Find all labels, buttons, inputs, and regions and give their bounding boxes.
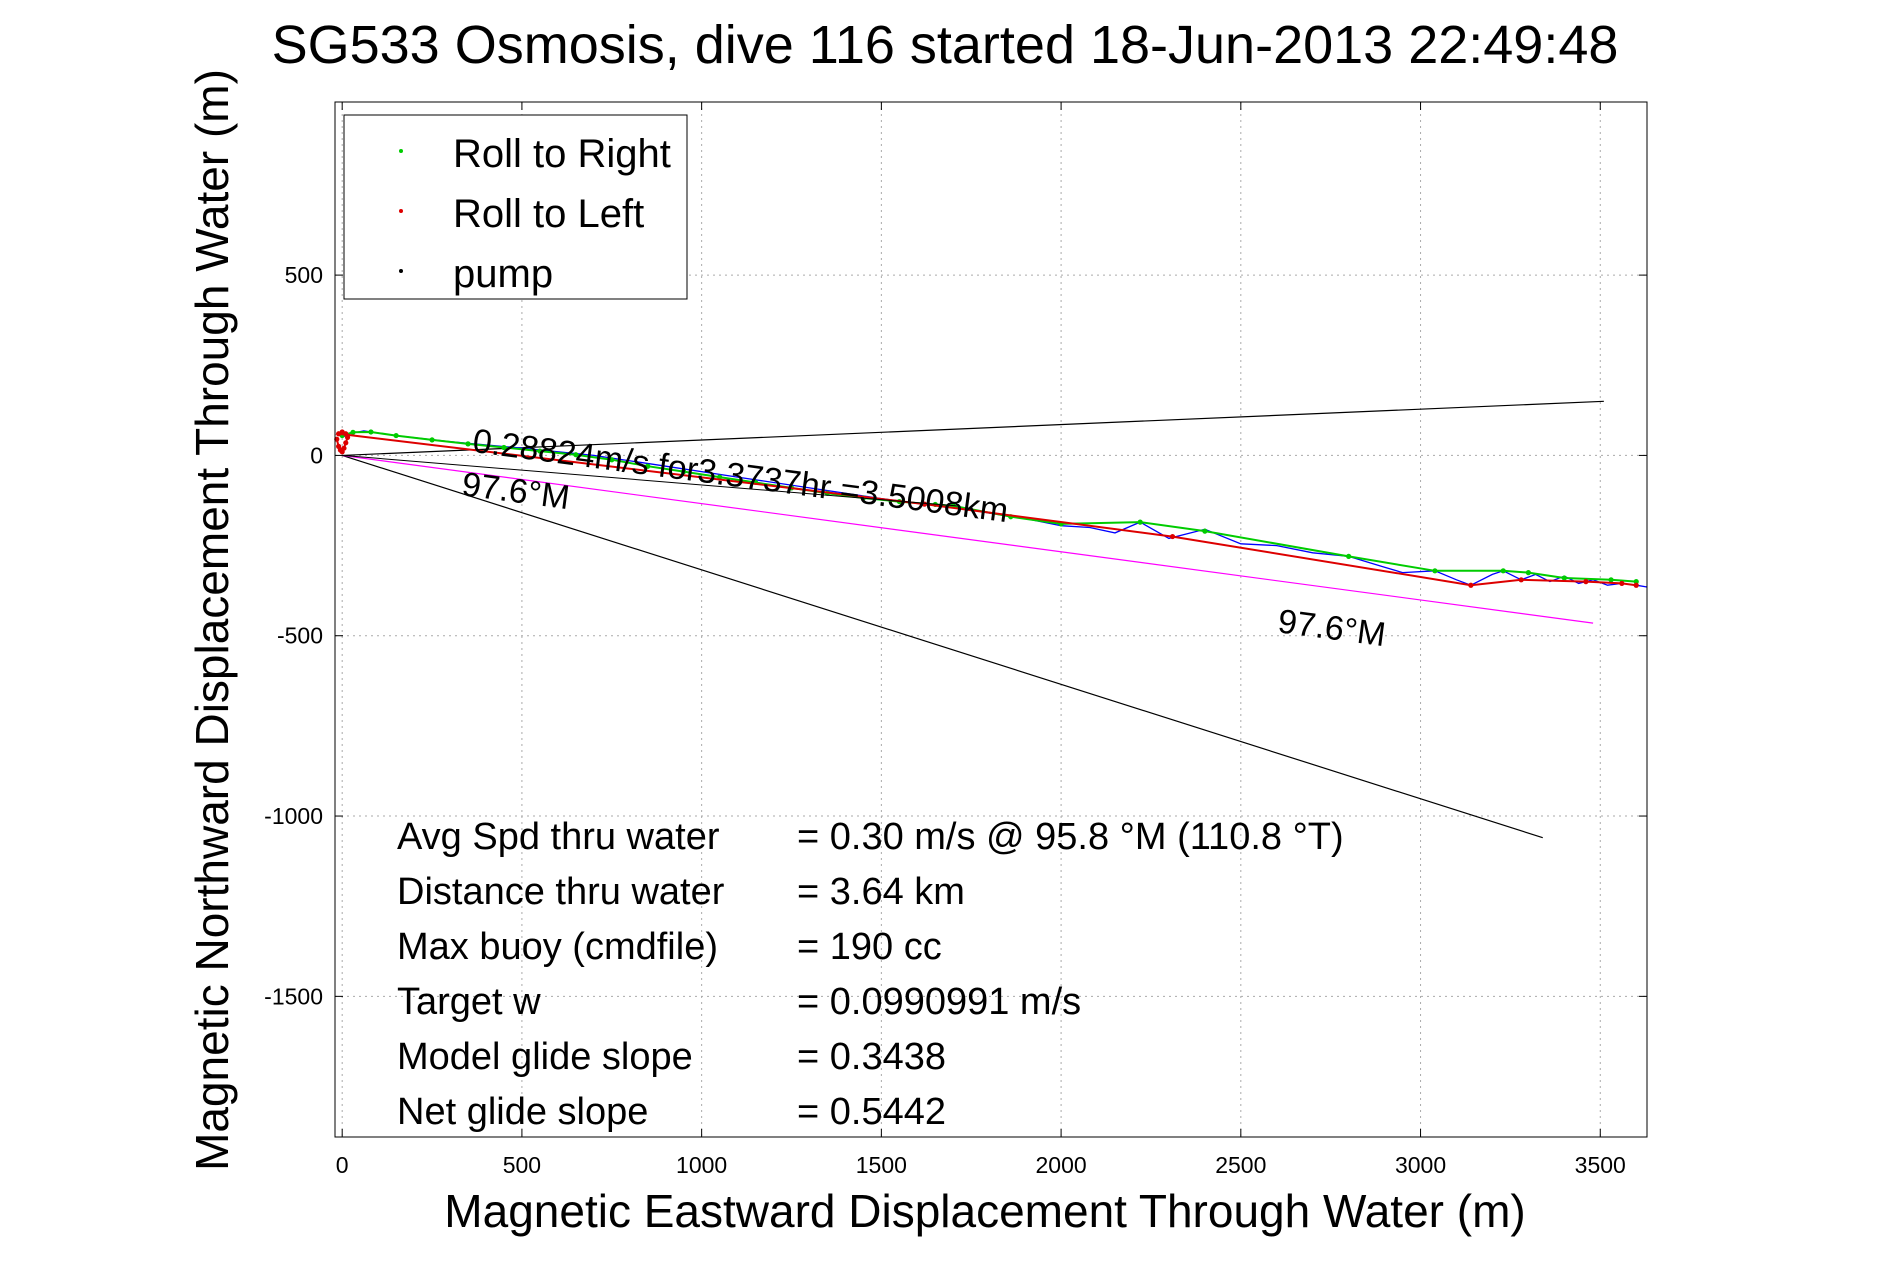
series-roll-to-right-point	[429, 437, 435, 443]
y-axis-label: Magnetic Northward Displacement Through …	[186, 69, 238, 1171]
series-roll-to-right-point	[1432, 568, 1438, 574]
x-tick-label: 3500	[1575, 1152, 1626, 1178]
series-roll-to-right-point	[1608, 577, 1614, 583]
series-roll-to-left-point	[341, 445, 347, 451]
series-roll-to-right-point	[1500, 568, 1506, 574]
series-roll-to-right-point	[465, 441, 471, 447]
series-roll-to-right-point	[501, 444, 507, 451]
stat-label: Net glide slope	[397, 1091, 648, 1133]
series-roll-to-right-point	[393, 432, 399, 439]
tick-labels: 0 500 1000 1500 2000 2500 3000 3500 500 0 -500 -100…	[264, 102, 1647, 1178]
x-axis-label: Magnetic Eastward Displacement Through W…	[444, 1185, 1525, 1237]
stat-value: = 0.30 m/s @ 95.8 °M (110.8 °T)	[797, 816, 1344, 858]
stats-block: Avg Spd thru water = 0.30 m/s @ 95.8 °M (…	[397, 816, 1344, 1133]
series-roll-to-right-point	[1633, 579, 1639, 585]
stat-value: = 3.64 km	[797, 871, 965, 913]
series-roll-to-right-point	[537, 448, 543, 454]
series-pump-line	[342, 454, 957, 507]
stat-value: = 190 cc	[797, 926, 942, 968]
series-roll-to-right-point	[717, 474, 723, 480]
series-roll-to-left-point	[1518, 577, 1524, 583]
chart-title: SG533 Osmosis, dive 116 started 18-Jun-2…	[272, 15, 1619, 75]
y-tick-label: -1500	[264, 983, 323, 1009]
x-tick-label: 2500	[1215, 1152, 1266, 1178]
stat-label: Target w	[397, 981, 541, 1023]
series-roll-to-right-point	[1202, 528, 1208, 534]
x-tick-label: 500	[503, 1152, 541, 1178]
legend-label: Roll to Left	[453, 192, 644, 236]
legend-marker	[399, 209, 403, 213]
legend-marker	[399, 149, 403, 153]
grid	[335, 102, 1647, 1137]
series-roll-to-right-point	[1137, 519, 1143, 525]
series-roll-to-left-point	[343, 440, 349, 446]
stat-label: Distance thru water	[397, 871, 725, 913]
legend-label: Roll to Right	[453, 132, 671, 176]
stat-label: Max buoy (cmdfile)	[397, 926, 718, 968]
reference-line	[342, 454, 1543, 839]
y-tick-label: -1000	[264, 803, 323, 829]
stat-label: Model glide slope	[397, 1036, 693, 1078]
series-roll-to-right-point	[1525, 570, 1531, 576]
series-roll-to-left-point	[1619, 580, 1625, 587]
series-roll-to-right-point	[1346, 553, 1352, 559]
legend-label: pump	[453, 252, 553, 296]
series-roll-to-left-point	[1169, 533, 1176, 540]
reference-line	[342, 454, 1594, 624]
series-roll-to-right-point	[368, 429, 374, 435]
stat-value: = 0.5442	[797, 1091, 946, 1133]
axes-frame	[334, 101, 1648, 1138]
series-roll-to-left-point	[1633, 582, 1639, 588]
series-roll-to-left-point	[335, 431, 342, 437]
y-tick-label: -500	[277, 623, 323, 649]
x-tick-label: 2000	[1036, 1152, 1087, 1178]
legend-box	[343, 114, 688, 300]
x-tick-label: 0	[336, 1152, 349, 1178]
reference-line	[342, 400, 1604, 457]
series-roll-to-right-point	[681, 469, 687, 475]
reference-lines	[342, 400, 1604, 839]
y-tick-label: 500	[285, 262, 323, 288]
legend: Roll to Right Roll to Left pump	[343, 114, 688, 300]
series-roll-to-right-point	[350, 429, 356, 435]
series-roll-to-right-point	[1561, 575, 1567, 581]
series-roll-to-right-point	[573, 452, 579, 458]
series-layer	[334, 429, 1648, 588]
stat-label: Avg Spd thru water	[397, 816, 720, 858]
y-tick-label: 0	[310, 442, 323, 468]
x-tick-label: 3000	[1395, 1152, 1446, 1178]
series-roll-to-left-point	[1468, 582, 1474, 588]
series-roll-to-right-point	[645, 463, 651, 469]
legend-marker	[399, 269, 403, 273]
x-tick-label: 1500	[856, 1152, 907, 1178]
x-tick-label: 1000	[676, 1152, 727, 1178]
stat-value: = 0.0990991 m/s	[797, 981, 1081, 1023]
series-roll-to-right-point	[609, 457, 615, 463]
series-roll-to-left-point	[1583, 579, 1589, 585]
stat-value: = 0.3438	[797, 1036, 946, 1078]
